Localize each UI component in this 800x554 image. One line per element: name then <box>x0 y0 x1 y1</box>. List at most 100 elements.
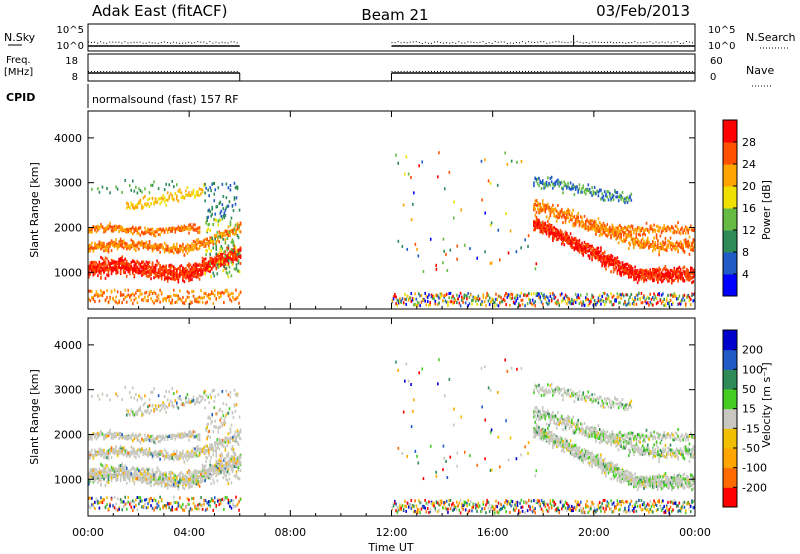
power-cell <box>566 213 568 217</box>
power-cell <box>635 235 638 239</box>
velocity-cell <box>104 455 107 459</box>
power-cell <box>136 227 139 231</box>
power-cell <box>591 249 593 253</box>
power-cell <box>192 191 195 195</box>
power-cell <box>128 294 131 298</box>
power-cell <box>119 266 122 270</box>
power-cell <box>653 276 655 280</box>
power-cell <box>118 258 120 262</box>
velocity-cell <box>91 470 93 474</box>
power-cell <box>691 292 693 296</box>
power-cell <box>545 230 548 234</box>
power-cell <box>91 289 93 293</box>
power-cell <box>679 228 682 232</box>
power-cell <box>198 300 201 304</box>
power-cell <box>209 210 211 214</box>
power-cell <box>128 263 131 267</box>
power-cell <box>588 254 591 258</box>
power-cell <box>180 229 183 233</box>
velocity-cell <box>88 453 90 457</box>
power-cell <box>615 195 617 199</box>
power-cell <box>500 296 502 300</box>
nsky-point <box>461 42 463 44</box>
power-cell <box>624 231 626 235</box>
power-cell <box>128 184 131 188</box>
power-cell <box>621 191 624 195</box>
power-cell <box>559 233 562 237</box>
power-cell <box>539 230 542 234</box>
power-cell <box>133 268 136 272</box>
power-cell <box>640 301 643 305</box>
power-cell <box>506 162 509 166</box>
power-cell <box>198 229 201 233</box>
power-cell <box>477 298 480 302</box>
colorbar-segment <box>723 164 737 187</box>
power-cell <box>645 221 648 225</box>
power-cell <box>557 237 559 241</box>
power-cell <box>204 244 207 248</box>
power-cell <box>548 228 550 232</box>
power-cell <box>174 192 177 196</box>
power-cell <box>135 262 137 266</box>
power-cell <box>139 189 142 193</box>
power-cell <box>157 268 160 272</box>
power-cell <box>655 236 658 240</box>
y-tick-label: 1000 <box>54 266 82 279</box>
power-cell <box>221 290 224 294</box>
power-cell <box>142 265 145 269</box>
power-cell <box>453 297 456 301</box>
power-cell <box>233 196 236 200</box>
power-cell <box>206 266 208 270</box>
power-cell <box>130 230 133 234</box>
power-cell <box>224 241 227 245</box>
power-cell <box>139 289 142 293</box>
power-cell <box>571 211 573 215</box>
power-cell <box>492 300 495 304</box>
velocity-cell <box>92 472 95 476</box>
power-cell <box>176 194 178 198</box>
power-cell <box>205 248 207 252</box>
power-cell <box>141 242 143 246</box>
power-cell <box>101 225 104 229</box>
power-cell <box>574 244 577 248</box>
nave-point <box>142 71 144 72</box>
power-cell <box>645 270 648 274</box>
power-cell <box>620 293 622 297</box>
power-cell <box>596 246 598 250</box>
power-cell <box>644 277 647 281</box>
power-cell <box>119 270 122 274</box>
power-cell <box>212 292 215 296</box>
nsky-point <box>685 41 687 43</box>
power-cell <box>124 288 127 292</box>
power-cell <box>669 268 672 272</box>
power-cell <box>179 226 181 230</box>
power-cell <box>138 295 140 299</box>
power-cell <box>616 271 619 275</box>
power-cell <box>150 266 152 270</box>
power-cell <box>650 244 653 248</box>
power-cell <box>133 293 136 297</box>
power-cell <box>686 228 688 232</box>
power-cell <box>587 183 590 187</box>
power-cell <box>636 297 639 301</box>
power-cell <box>201 272 204 276</box>
nave-point <box>603 71 605 72</box>
power-cell <box>641 242 644 246</box>
power-cell <box>597 252 600 256</box>
power-cell <box>418 301 420 305</box>
nave-point <box>691 71 693 72</box>
power-cell <box>550 206 553 210</box>
power-cell <box>674 230 677 234</box>
power-cell <box>88 244 90 248</box>
power-cell <box>208 194 210 198</box>
nave-point <box>233 71 235 72</box>
power-cell <box>615 232 617 236</box>
power-cell <box>176 183 178 187</box>
velocity-cell <box>88 456 90 460</box>
power-cell <box>588 190 591 194</box>
power-cell <box>611 230 614 234</box>
power-cell <box>212 181 215 185</box>
power-cell <box>673 266 676 270</box>
power-cell <box>189 278 192 282</box>
power-cell <box>186 186 189 190</box>
